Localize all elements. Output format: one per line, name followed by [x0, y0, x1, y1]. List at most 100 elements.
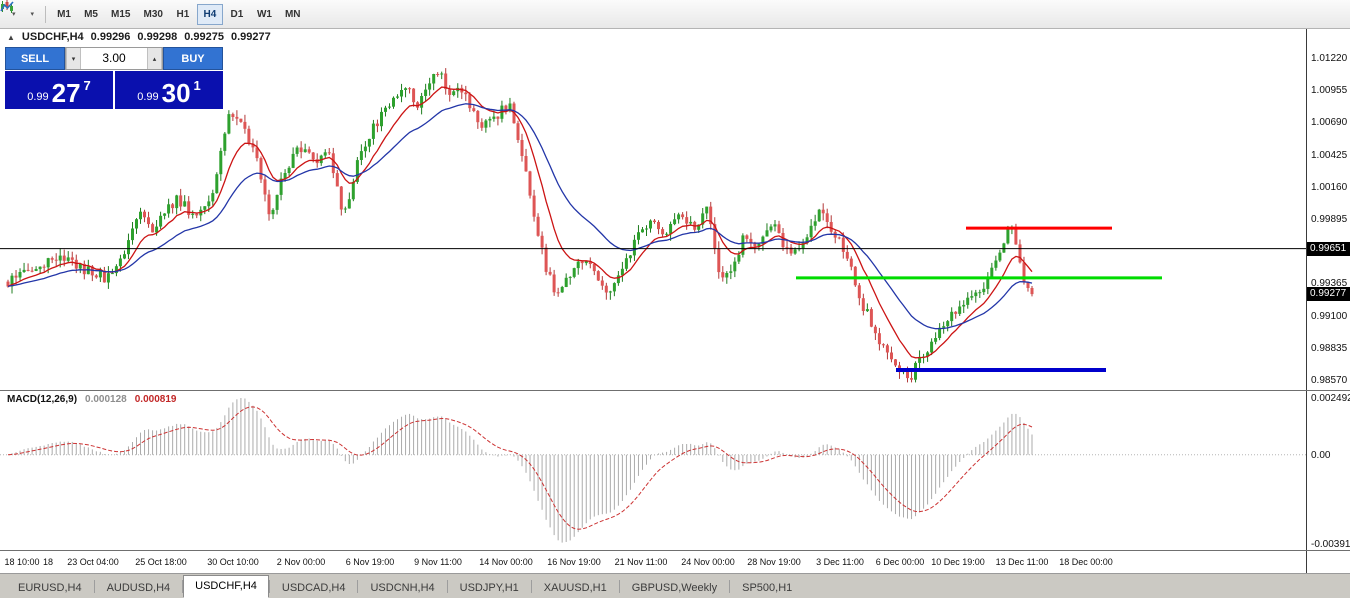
time-axis-label: 18 Dec 00:00 [1059, 557, 1113, 567]
indicators-button[interactable]: ▾ [0, 1, 41, 25]
lot-decrease-button[interactable]: ▾ [66, 48, 81, 69]
header-low: 0.99275 [184, 31, 224, 43]
price-axis-label: 0.98835 [1311, 342, 1348, 354]
time-axis-label: 14 Nov 00:00 [479, 557, 533, 567]
macd-axis-label: -0.003913 [1311, 539, 1350, 550]
time-axis-label: 2 Nov 00:00 [276, 557, 326, 567]
buy-price-prefix: 0.99 [137, 91, 159, 103]
price-axis-label: 1.00955 [1311, 85, 1348, 97]
indicator-line-icon [0, 1, 14, 12]
lot-value[interactable]: 3.00 [102, 51, 126, 65]
sell-price-display[interactable]: 0.99 27 7 [5, 71, 113, 109]
chevron-down-icon: ▾ [30, 10, 35, 18]
candlestick-chart[interactable] [0, 29, 1306, 390]
macd-main-value: 0.000128 [85, 394, 127, 405]
main-chart-panel: ▲ USDCHF,H4 0.99296 0.99298 0.99275 0.99… [0, 29, 1350, 390]
time-axis-label: 9 Nov 11:00 [414, 557, 462, 567]
price-axis-label: 0.99100 [1311, 310, 1348, 322]
macd-chart[interactable] [0, 391, 1306, 550]
toolbar-separator [45, 5, 47, 23]
tabs: EURUSD,H4 AUDUSD,H4 USDCHF,H4 USDCAD,H4 USDC… [6, 574, 804, 598]
macd-signal-line [7, 406, 1033, 530]
header-high: 0.99298 [137, 31, 178, 43]
header-open: 0.99296 [90, 31, 131, 43]
buy-price-big: 30 [161, 78, 191, 108]
macd-axis-label: 0.00 [1311, 449, 1331, 461]
macd-panel: MACD(12,26,9) 0.000128 0.000819 0.002492… [0, 390, 1350, 550]
time-axis-label: 30 Oct 10:00 [207, 557, 259, 567]
chart-tab-bar: EURUSD,H4 AUDUSD,H4 USDCHF,H4 USDCAD,H4 USDC… [0, 573, 1350, 598]
timeframe-d1-button[interactable]: D1 [224, 4, 250, 25]
chart-tab-gbpusd[interactable]: GBPUSD,Weekly [631, 582, 718, 594]
time-axis-label: 18 10:00 [4, 557, 40, 567]
timeframe-m1-button[interactable]: M1 [51, 4, 77, 25]
price-axis-label: 1.00160 [1311, 181, 1348, 193]
time-axis-label: 6 Nov 19:00 [345, 557, 395, 567]
time-axis-label: 23 Oct 04:00 [67, 557, 119, 567]
sell-button[interactable]: SELL [5, 47, 65, 70]
macd-histogram [11, 398, 1033, 543]
timeframe-buttons: M1 M5 M15 M30 H1 H4 D1 W1 MN [51, 3, 307, 25]
ohlc-header: ▲ USDCHF,H4 0.99296 0.99298 0.99275 0.99… [7, 31, 271, 43]
tab-separator [93, 579, 95, 593]
buy-price-sup: 1 [193, 78, 201, 93]
chevron-down-icon: ▾ [12, 10, 16, 18]
timeframe-m30-button[interactable]: M30 [137, 4, 168, 25]
price-axis-label: 0.98570 [1311, 375, 1348, 386]
macd-axis: 0.002492 0.00 -0.003913 [1306, 391, 1350, 550]
price-axis-label: 1.01220 [1311, 53, 1348, 64]
timeframe-mn-button[interactable]: MN [279, 4, 307, 25]
lot-size-field[interactable]: ▾ 3.00 ▴ [65, 47, 163, 70]
macd-axis-label: 0.002492 [1311, 393, 1350, 404]
price-axis-label: 0.99365 [1311, 278, 1348, 290]
ma-fast-line [7, 86, 1033, 359]
timeframe-h1-button[interactable]: H1 [170, 4, 196, 25]
timeframe-m5-button[interactable]: M5 [78, 4, 104, 25]
chart-tab-usdcad[interactable]: USDCAD,H4 [281, 582, 346, 594]
chart-tab-eurusd[interactable]: EURUSD,H4 [18, 582, 82, 594]
chart-tab-sp500[interactable]: SP500,H1 [742, 582, 793, 594]
price-axis-label: 1.00690 [1311, 117, 1348, 129]
time-axis-label: 18 [42, 557, 54, 567]
timeframe-w1-button[interactable]: W1 [251, 4, 278, 25]
buy-price-display[interactable]: 0.99 30 1 [115, 71, 223, 109]
price-tag: 0.99651 [1307, 241, 1350, 256]
chart-tab-xauusd[interactable]: XAUUSD,H1 [543, 582, 607, 594]
buy-button[interactable]: BUY [163, 47, 223, 70]
time-axis-corner [1306, 551, 1350, 573]
ma-slow-line [7, 103, 1033, 330]
tab-separator [357, 579, 359, 593]
time-axis[interactable]: 18 10:00 18 23 Oct 04:00 25 Oct 18:00 30 Oct… [0, 550, 1350, 573]
time-axis-label: 24 Nov 00:00 [681, 557, 735, 567]
time-axis-label: 10 Dec 19:00 [931, 557, 985, 567]
time-axis-label: 21 Nov 11:00 [614, 557, 668, 567]
one-click-trade-panel: SELL ▾ 3.00 ▴ BUY 0.99 27 7 0.99 30 1 [5, 47, 223, 109]
tab-separator [530, 579, 532, 593]
time-axis-label: 6 Dec 00:00 [875, 557, 925, 567]
price-axis[interactable]: 1.01220 1.00955 1.00690 1.00425 1.00160 0.998… [1306, 29, 1350, 390]
tab-separator [446, 579, 448, 593]
macd-signal-value: 0.000819 [134, 394, 177, 405]
chart-tab-usdcnh[interactable]: USDCNH,H4 [370, 582, 435, 594]
chart-tab-usdjpy[interactable]: USDJPY,H1 [459, 582, 519, 594]
tab-separator [182, 579, 184, 593]
lot-increase-button[interactable]: ▴ [147, 48, 162, 69]
tab-separator [268, 579, 270, 593]
price-axis-label: 1.00425 [1311, 149, 1348, 161]
tab-separator [618, 579, 620, 593]
sell-price-sup: 7 [83, 78, 91, 93]
timeframe-h4-button[interactable]: H4 [196, 3, 223, 25]
price-tag: 0.99277 [1307, 287, 1350, 302]
macd-label: MACD(12,26,9) [7, 394, 78, 405]
timeframe-m15-button[interactable]: M15 [105, 4, 136, 25]
trade-panel-controls: SELL ▾ 3.00 ▴ BUY [5, 47, 223, 70]
time-axis-label: 13 Dec 11:00 [995, 557, 1049, 567]
trade-panel-prices: 0.99 27 7 0.99 30 1 [5, 71, 223, 109]
chart-tab-audusd[interactable]: AUDUSD,H4 [106, 582, 171, 594]
time-axis-label: 16 Nov 19:00 [547, 557, 601, 567]
header-symbol: USDCHF,H4 [21, 31, 84, 43]
time-axis-label: 28 Nov 19:00 [747, 557, 801, 567]
chart-tab-usdchf[interactable]: USDCHF,H4 [183, 575, 269, 598]
time-axis-label: 3 Dec 11:00 [816, 557, 864, 567]
